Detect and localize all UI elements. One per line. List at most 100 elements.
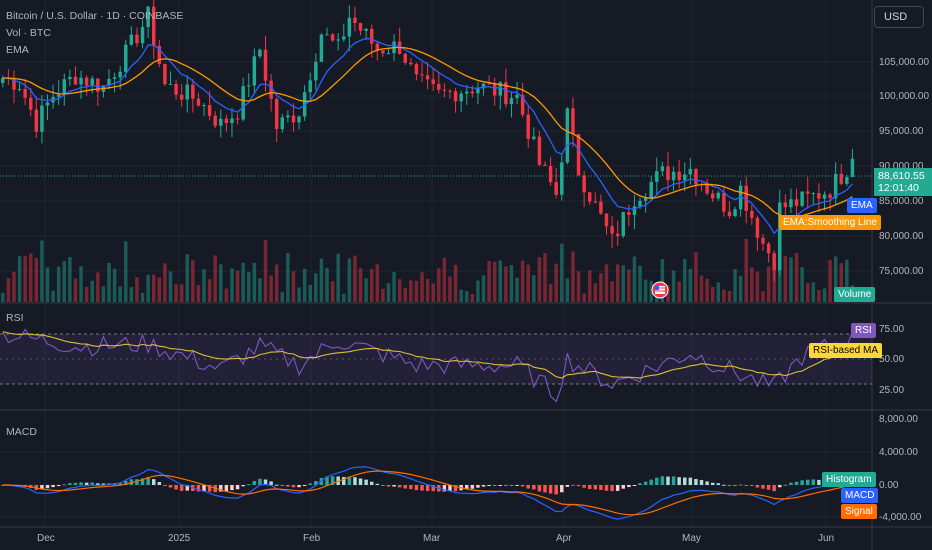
candle-body bbox=[135, 34, 139, 44]
candle-body bbox=[643, 197, 648, 201]
candle-body bbox=[431, 79, 435, 85]
volume-bar bbox=[17, 256, 22, 302]
histogram-bar bbox=[179, 485, 184, 491]
volume-bar bbox=[845, 259, 849, 302]
histogram-bar bbox=[325, 476, 329, 485]
histogram-bar bbox=[727, 485, 732, 486]
volume-bars bbox=[1, 238, 855, 302]
histogram-bar bbox=[230, 485, 234, 491]
histogram-bar bbox=[699, 480, 704, 485]
candle-body bbox=[437, 84, 441, 90]
volume-bar bbox=[252, 262, 257, 302]
volume-bar bbox=[330, 281, 335, 302]
candle-body bbox=[369, 28, 374, 44]
histogram-bar bbox=[252, 480, 257, 485]
candle-body bbox=[185, 84, 189, 100]
volume-bar bbox=[353, 255, 357, 302]
macd-tick: -4,000.00 bbox=[879, 512, 922, 523]
candle-body bbox=[548, 165, 553, 183]
volume-bar bbox=[196, 285, 201, 302]
price-tick: 75,000.00 bbox=[879, 266, 924, 277]
candle-body bbox=[772, 253, 776, 271]
histogram-bar bbox=[129, 479, 134, 485]
rsi-axis: 75.00 50.00 25.00 bbox=[879, 324, 904, 396]
histogram-bar bbox=[548, 485, 553, 494]
volume-bar bbox=[431, 283, 435, 302]
volume-bar bbox=[286, 252, 290, 302]
volume-indicator-label[interactable]: Vol · BTC bbox=[6, 27, 51, 39]
volume-bar bbox=[174, 284, 178, 302]
volume-bar bbox=[129, 287, 134, 302]
rsi-pane-title[interactable]: RSI bbox=[6, 312, 24, 324]
volume-bar bbox=[157, 277, 162, 302]
volume-bar bbox=[274, 264, 279, 302]
candle-body bbox=[492, 83, 497, 96]
histogram-bar bbox=[431, 485, 435, 492]
ema-indicator-label[interactable]: EMA bbox=[6, 44, 29, 56]
candle-body bbox=[314, 61, 318, 81]
histogram-bar bbox=[330, 476, 335, 485]
volume-bar bbox=[381, 288, 385, 302]
volume-bar bbox=[515, 277, 519, 302]
candle-body bbox=[537, 136, 542, 165]
candle-body bbox=[414, 64, 419, 75]
price-axis: 105,000.00 100,000.00 95,000.00 90,000.0… bbox=[879, 57, 929, 277]
macd-pane-title[interactable]: MACD bbox=[6, 426, 37, 438]
histogram-bar bbox=[722, 484, 726, 486]
histogram-bar bbox=[375, 483, 380, 485]
histogram-bar bbox=[515, 485, 519, 486]
histogram-bar bbox=[755, 485, 760, 488]
histogram-bar bbox=[308, 483, 312, 485]
histogram-bar bbox=[615, 485, 620, 491]
volume-bar bbox=[465, 291, 469, 302]
volume-bar bbox=[498, 260, 503, 302]
volume-bar bbox=[615, 264, 620, 302]
volume-bar bbox=[520, 260, 525, 302]
volume-bar bbox=[487, 260, 491, 302]
candle-body bbox=[565, 108, 570, 163]
volume-bar bbox=[392, 271, 396, 302]
price-tick: 85,000.00 bbox=[879, 196, 924, 207]
candle-body bbox=[571, 108, 575, 135]
volume-bar bbox=[643, 279, 648, 302]
volume-bar bbox=[699, 275, 704, 302]
last-price-tag: 88,610.55 12:01:40 bbox=[874, 168, 932, 196]
volume-tag: Volume bbox=[834, 287, 876, 302]
volume-bar bbox=[783, 255, 788, 302]
volume-bar bbox=[258, 278, 262, 302]
candle-body bbox=[794, 199, 799, 206]
histogram-bar bbox=[364, 479, 368, 485]
candle-body bbox=[420, 74, 424, 76]
candle-body bbox=[465, 91, 469, 94]
volume-bar bbox=[683, 258, 687, 302]
us-flag-event-icon[interactable] bbox=[651, 281, 669, 299]
volume-bar bbox=[509, 264, 514, 302]
candle-body bbox=[1, 78, 5, 83]
candle-body bbox=[722, 192, 726, 212]
histogram-bar bbox=[520, 485, 525, 487]
histogram-bar bbox=[543, 485, 547, 493]
histogram-bar bbox=[587, 485, 592, 490]
candle-body bbox=[90, 78, 94, 86]
volume-bar bbox=[241, 262, 245, 302]
candle-body bbox=[833, 173, 838, 199]
symbol-title[interactable]: Bitcoin / U.S. Dollar · 1D · COINBASE bbox=[6, 10, 184, 22]
currency-button[interactable]: USD bbox=[874, 6, 924, 28]
volume-bar bbox=[96, 272, 100, 302]
volume-bar bbox=[280, 291, 285, 302]
histogram-bar bbox=[62, 484, 67, 486]
candle-body bbox=[263, 49, 268, 81]
candle-body bbox=[280, 117, 285, 130]
candle-body bbox=[666, 166, 670, 181]
candle-body bbox=[627, 212, 631, 215]
candle-body bbox=[336, 39, 340, 41]
histogram-bar bbox=[140, 478, 145, 485]
histogram-bar bbox=[369, 481, 374, 485]
histogram-bar bbox=[766, 485, 771, 490]
volume-bar bbox=[599, 273, 603, 302]
price-tick: 95,000.00 bbox=[879, 126, 924, 137]
volume-bar bbox=[744, 238, 748, 302]
histogram-bar bbox=[45, 485, 50, 489]
rsi-ma-line bbox=[2, 331, 853, 379]
